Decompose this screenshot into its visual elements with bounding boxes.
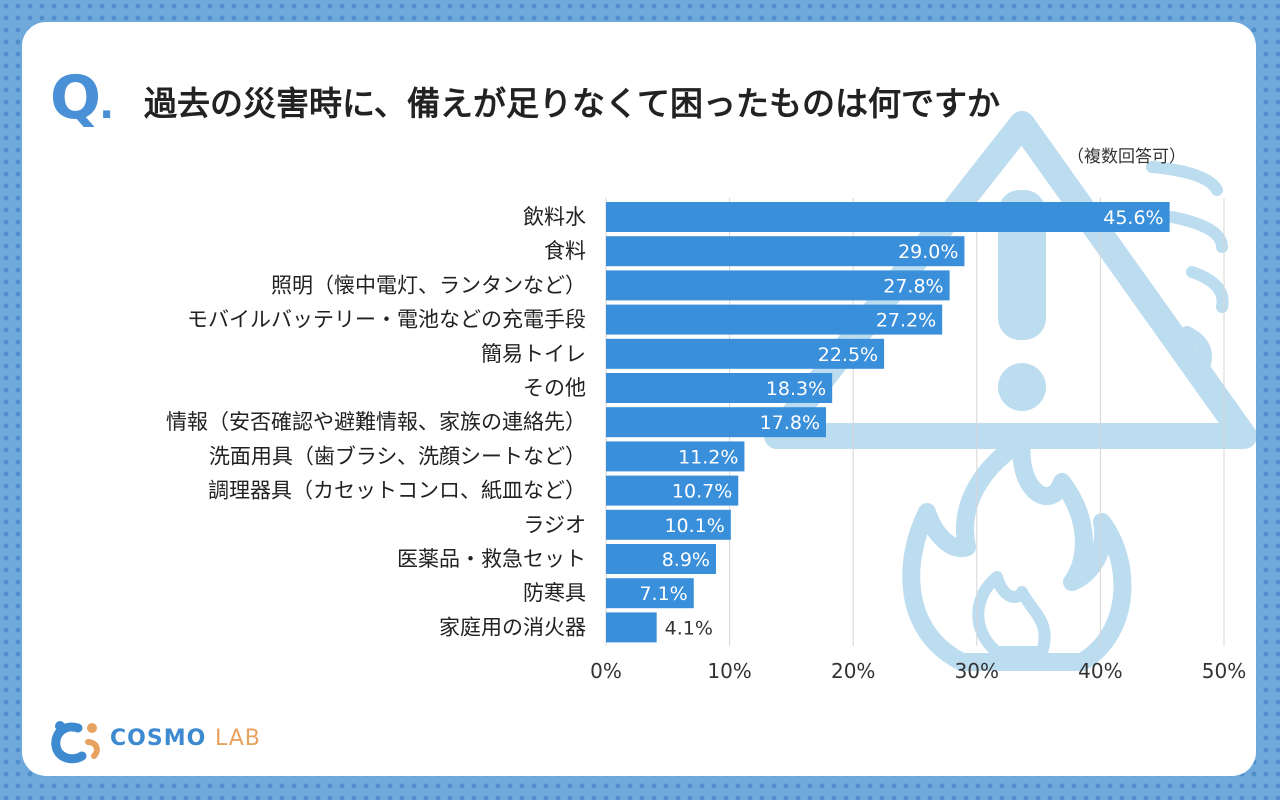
category-label: 防寒具: [523, 581, 586, 605]
category-label: 洗面用具（歯ブラシ、洗顔シートなど）: [209, 444, 586, 468]
question-mark: Q.: [50, 63, 114, 133]
logo-icon: [51, 721, 100, 764]
chart-card: Q. 過去の災害時に、備えが足りなくて困ったものは何ですか （複数回答可） 0%…: [22, 22, 1256, 776]
x-tick-label: 10%: [707, 659, 751, 683]
bar-chart: 0% 10% 20% 30% 40% 50% 飲料水 45.6% 食料 29.0% 照明（懐中電灯、…: [166, 198, 1246, 683]
data-label: 4.1%: [665, 617, 713, 639]
bar: [606, 475, 739, 506]
x-tick-label: 30%: [955, 659, 999, 683]
bar: [606, 304, 943, 335]
category-label: 家庭用の消火器: [439, 615, 586, 639]
logo-text: COSMO LAB: [110, 726, 261, 751]
category-label: 食料: [544, 239, 586, 263]
page-title: 過去の災害時に、備えが足りなくて困ったものは何ですか: [144, 84, 1001, 123]
bar: [606, 338, 885, 369]
data-label: 27.2%: [876, 310, 936, 332]
data-label: 29.0%: [898, 241, 958, 263]
data-label: 10.7%: [672, 481, 732, 503]
data-label: 11.2%: [678, 446, 738, 468]
x-tick-label: 50%: [1202, 659, 1246, 683]
data-label: 18.3%: [766, 378, 826, 400]
bar: [606, 441, 745, 472]
data-label: 10.1%: [664, 515, 724, 537]
bar: [606, 612, 657, 643]
data-label: 22.5%: [818, 344, 878, 366]
bar: [606, 544, 717, 574]
data-label: 7.1%: [639, 583, 687, 605]
subtitle: （複数回答可）: [1067, 147, 1186, 167]
x-tick-label: 40%: [1078, 659, 1122, 683]
category-label: 簡易トイレ: [481, 342, 586, 366]
category-label: ラジオ: [523, 513, 586, 537]
bar: [606, 509, 731, 540]
data-label: 8.9%: [662, 549, 710, 571]
bar: [606, 202, 1170, 232]
category-label: 調理器具（カセットコンロ、紙皿など）: [208, 479, 586, 503]
category-label: 飲料水: [523, 205, 586, 229]
category-label: その他: [523, 376, 586, 400]
category-label: 医薬品・救急セット: [397, 547, 586, 571]
bar: [606, 578, 694, 609]
bar: [606, 236, 965, 267]
category-label: 照明（懐中電灯、ランタンなど）: [271, 273, 586, 297]
x-tick-label: 0%: [590, 659, 622, 683]
bar: [606, 407, 827, 438]
bar: [606, 270, 950, 301]
category-label: 情報（安否確認や避難情報、家族の連絡先）: [166, 410, 586, 434]
data-label: 27.8%: [883, 275, 943, 297]
x-tick-label: 20%: [831, 659, 875, 683]
category-label: モバイルバッテリー・電池などの充電手段: [187, 308, 586, 332]
data-label: 17.8%: [760, 412, 820, 434]
bar: [606, 373, 833, 403]
data-label: 45.6%: [1103, 207, 1163, 229]
